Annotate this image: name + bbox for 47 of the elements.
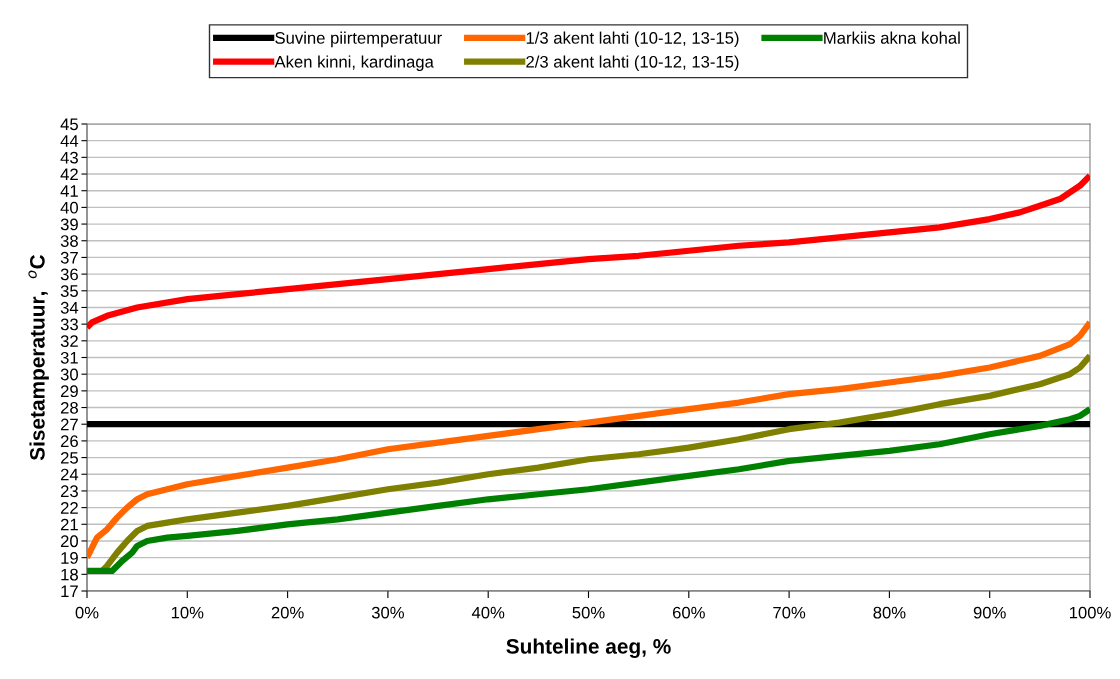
y-tick-label: 17 xyxy=(61,585,78,598)
x-tick-label: 10% xyxy=(171,606,204,619)
legend-label: 1/3 akent lahti (10-12, 13-15) xyxy=(526,31,739,48)
x-tick-label: 80% xyxy=(873,606,906,619)
x-tick-label: 30% xyxy=(371,606,404,619)
legend-label: Aken kinni, kardinaga xyxy=(274,55,434,71)
y-tick-label: 42 xyxy=(60,168,78,181)
x-tick-label: 90% xyxy=(973,606,1006,619)
y-tick-label: 32 xyxy=(60,335,78,348)
y-tick-label: 44 xyxy=(60,135,79,147)
x-axis-title: Suhteline aeg, % xyxy=(506,638,671,658)
y-tick-label: 43 xyxy=(60,151,78,164)
x-tick-label: 0% xyxy=(75,606,99,619)
y-tick-label: 40 xyxy=(60,201,79,214)
y-tick-label: 36 xyxy=(60,268,78,281)
x-tick-label: 50% xyxy=(572,606,605,619)
y-tick-label: 30 xyxy=(60,368,79,381)
y-tick-label: 38 xyxy=(60,235,78,247)
y-tick-label: 22 xyxy=(60,502,78,514)
y-tick-label: 25 xyxy=(60,451,78,464)
y-tick-label: 19 xyxy=(61,552,78,564)
y-tick-label: 21 xyxy=(60,518,78,531)
y-tick-label: 27 xyxy=(60,418,78,431)
x-tick-label: 60% xyxy=(672,606,705,619)
y-tick-label: 35 xyxy=(60,285,78,297)
y-axis-title: Sisetamperatuur, $^{o}$C xyxy=(28,254,49,461)
x-tick-label: 100% xyxy=(1069,606,1111,619)
y-tick-label: 41 xyxy=(60,185,78,197)
y-tick-label: 29 xyxy=(60,385,78,398)
y-tick-label: 37 xyxy=(60,251,78,264)
x-tick-label: 40% xyxy=(471,606,505,619)
x-tick-label: 70% xyxy=(773,606,806,619)
legend-label: Suvine piirtemperatuur xyxy=(275,31,442,48)
y-tick-label: 33 xyxy=(60,318,78,331)
y-tick-label: 39 xyxy=(60,218,78,231)
y-tick-label: 20 xyxy=(60,535,79,548)
y-tick-label: 34 xyxy=(60,301,79,314)
y-tick-label: 26 xyxy=(60,435,78,448)
legend-label: 2/3 akent lahti (10-12, 13-15) xyxy=(526,55,739,71)
y-tick-label: 45 xyxy=(60,118,78,131)
y-tick-label: 18 xyxy=(61,568,78,581)
y-tick-label: 28 xyxy=(60,401,78,414)
x-tick-label: 20% xyxy=(271,606,304,619)
y-tick-label: 24 xyxy=(60,468,79,481)
y-tick-label: 31 xyxy=(60,351,78,364)
legend-label: Markiis akna kohal xyxy=(824,31,960,44)
y-tick-label: 23 xyxy=(60,485,78,498)
